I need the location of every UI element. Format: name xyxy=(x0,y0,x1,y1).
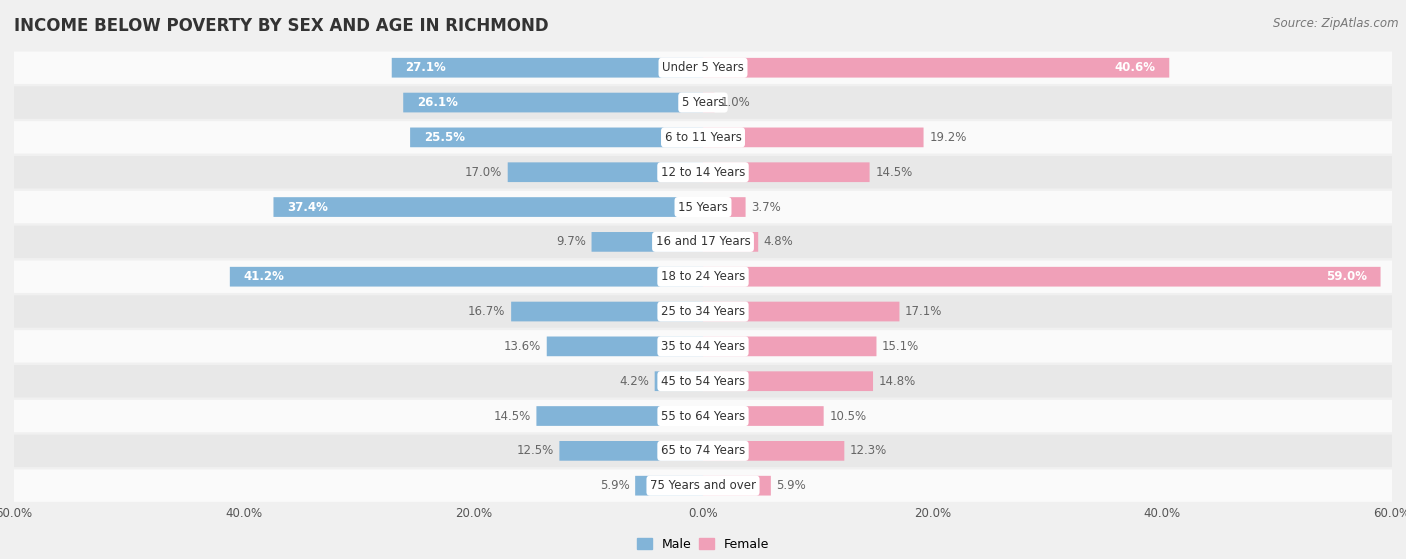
FancyBboxPatch shape xyxy=(703,267,1381,287)
FancyBboxPatch shape xyxy=(537,406,703,426)
FancyBboxPatch shape xyxy=(14,435,1392,467)
Text: 4.8%: 4.8% xyxy=(763,235,793,248)
FancyBboxPatch shape xyxy=(14,330,1392,363)
Text: 4.2%: 4.2% xyxy=(619,375,650,388)
Text: INCOME BELOW POVERTY BY SEX AND AGE IN RICHMOND: INCOME BELOW POVERTY BY SEX AND AGE IN R… xyxy=(14,17,548,35)
Text: 5.9%: 5.9% xyxy=(600,479,630,492)
Text: 59.0%: 59.0% xyxy=(1326,270,1367,283)
FancyBboxPatch shape xyxy=(592,232,703,252)
Text: Under 5 Years: Under 5 Years xyxy=(662,61,744,74)
FancyBboxPatch shape xyxy=(547,337,703,356)
FancyBboxPatch shape xyxy=(14,156,1392,188)
Text: 1.0%: 1.0% xyxy=(720,96,749,109)
Text: 55 to 64 Years: 55 to 64 Years xyxy=(661,410,745,423)
Text: 18 to 24 Years: 18 to 24 Years xyxy=(661,270,745,283)
Text: 6 to 11 Years: 6 to 11 Years xyxy=(665,131,741,144)
Text: 19.2%: 19.2% xyxy=(929,131,966,144)
Legend: Male, Female: Male, Female xyxy=(631,533,775,556)
Text: 65 to 74 Years: 65 to 74 Years xyxy=(661,444,745,457)
Text: 16 and 17 Years: 16 and 17 Years xyxy=(655,235,751,248)
Text: 17.0%: 17.0% xyxy=(465,165,502,179)
Text: 27.1%: 27.1% xyxy=(405,61,446,74)
FancyBboxPatch shape xyxy=(703,58,1170,78)
Text: 5.9%: 5.9% xyxy=(776,479,806,492)
Text: 41.2%: 41.2% xyxy=(243,270,284,283)
FancyBboxPatch shape xyxy=(392,58,703,78)
FancyBboxPatch shape xyxy=(14,121,1392,154)
FancyBboxPatch shape xyxy=(636,476,703,495)
FancyBboxPatch shape xyxy=(512,302,703,321)
FancyBboxPatch shape xyxy=(560,441,703,461)
Text: 40.6%: 40.6% xyxy=(1115,61,1156,74)
FancyBboxPatch shape xyxy=(703,337,876,356)
FancyBboxPatch shape xyxy=(14,51,1392,84)
FancyBboxPatch shape xyxy=(703,127,924,147)
FancyBboxPatch shape xyxy=(404,93,703,112)
FancyBboxPatch shape xyxy=(14,260,1392,293)
Text: 12.3%: 12.3% xyxy=(851,444,887,457)
Text: 3.7%: 3.7% xyxy=(751,201,780,214)
FancyBboxPatch shape xyxy=(703,406,824,426)
Text: 13.6%: 13.6% xyxy=(503,340,541,353)
Text: 25 to 34 Years: 25 to 34 Years xyxy=(661,305,745,318)
Text: Source: ZipAtlas.com: Source: ZipAtlas.com xyxy=(1274,17,1399,30)
Text: 17.1%: 17.1% xyxy=(905,305,942,318)
FancyBboxPatch shape xyxy=(703,197,745,217)
FancyBboxPatch shape xyxy=(14,400,1392,432)
FancyBboxPatch shape xyxy=(703,371,873,391)
Text: 14.8%: 14.8% xyxy=(879,375,915,388)
Text: 75 Years and over: 75 Years and over xyxy=(650,479,756,492)
FancyBboxPatch shape xyxy=(14,86,1392,119)
FancyBboxPatch shape xyxy=(703,302,900,321)
Text: 9.7%: 9.7% xyxy=(555,235,586,248)
Text: 37.4%: 37.4% xyxy=(287,201,328,214)
FancyBboxPatch shape xyxy=(14,470,1392,502)
FancyBboxPatch shape xyxy=(703,232,758,252)
FancyBboxPatch shape xyxy=(508,162,703,182)
Text: 12.5%: 12.5% xyxy=(516,444,554,457)
Text: 12 to 14 Years: 12 to 14 Years xyxy=(661,165,745,179)
FancyBboxPatch shape xyxy=(14,365,1392,397)
FancyBboxPatch shape xyxy=(703,476,770,495)
FancyBboxPatch shape xyxy=(703,441,845,461)
FancyBboxPatch shape xyxy=(703,162,869,182)
Text: 15 Years: 15 Years xyxy=(678,201,728,214)
Text: 5 Years: 5 Years xyxy=(682,96,724,109)
FancyBboxPatch shape xyxy=(703,93,714,112)
Text: 15.1%: 15.1% xyxy=(882,340,920,353)
Text: 25.5%: 25.5% xyxy=(425,131,465,144)
FancyBboxPatch shape xyxy=(229,267,703,287)
Text: 35 to 44 Years: 35 to 44 Years xyxy=(661,340,745,353)
FancyBboxPatch shape xyxy=(14,295,1392,328)
FancyBboxPatch shape xyxy=(411,127,703,147)
Text: 14.5%: 14.5% xyxy=(875,165,912,179)
Text: 26.1%: 26.1% xyxy=(418,96,458,109)
Text: 14.5%: 14.5% xyxy=(494,410,531,423)
FancyBboxPatch shape xyxy=(14,191,1392,223)
Text: 45 to 54 Years: 45 to 54 Years xyxy=(661,375,745,388)
FancyBboxPatch shape xyxy=(274,197,703,217)
Text: 16.7%: 16.7% xyxy=(468,305,506,318)
FancyBboxPatch shape xyxy=(655,371,703,391)
FancyBboxPatch shape xyxy=(14,226,1392,258)
Text: 10.5%: 10.5% xyxy=(830,410,866,423)
